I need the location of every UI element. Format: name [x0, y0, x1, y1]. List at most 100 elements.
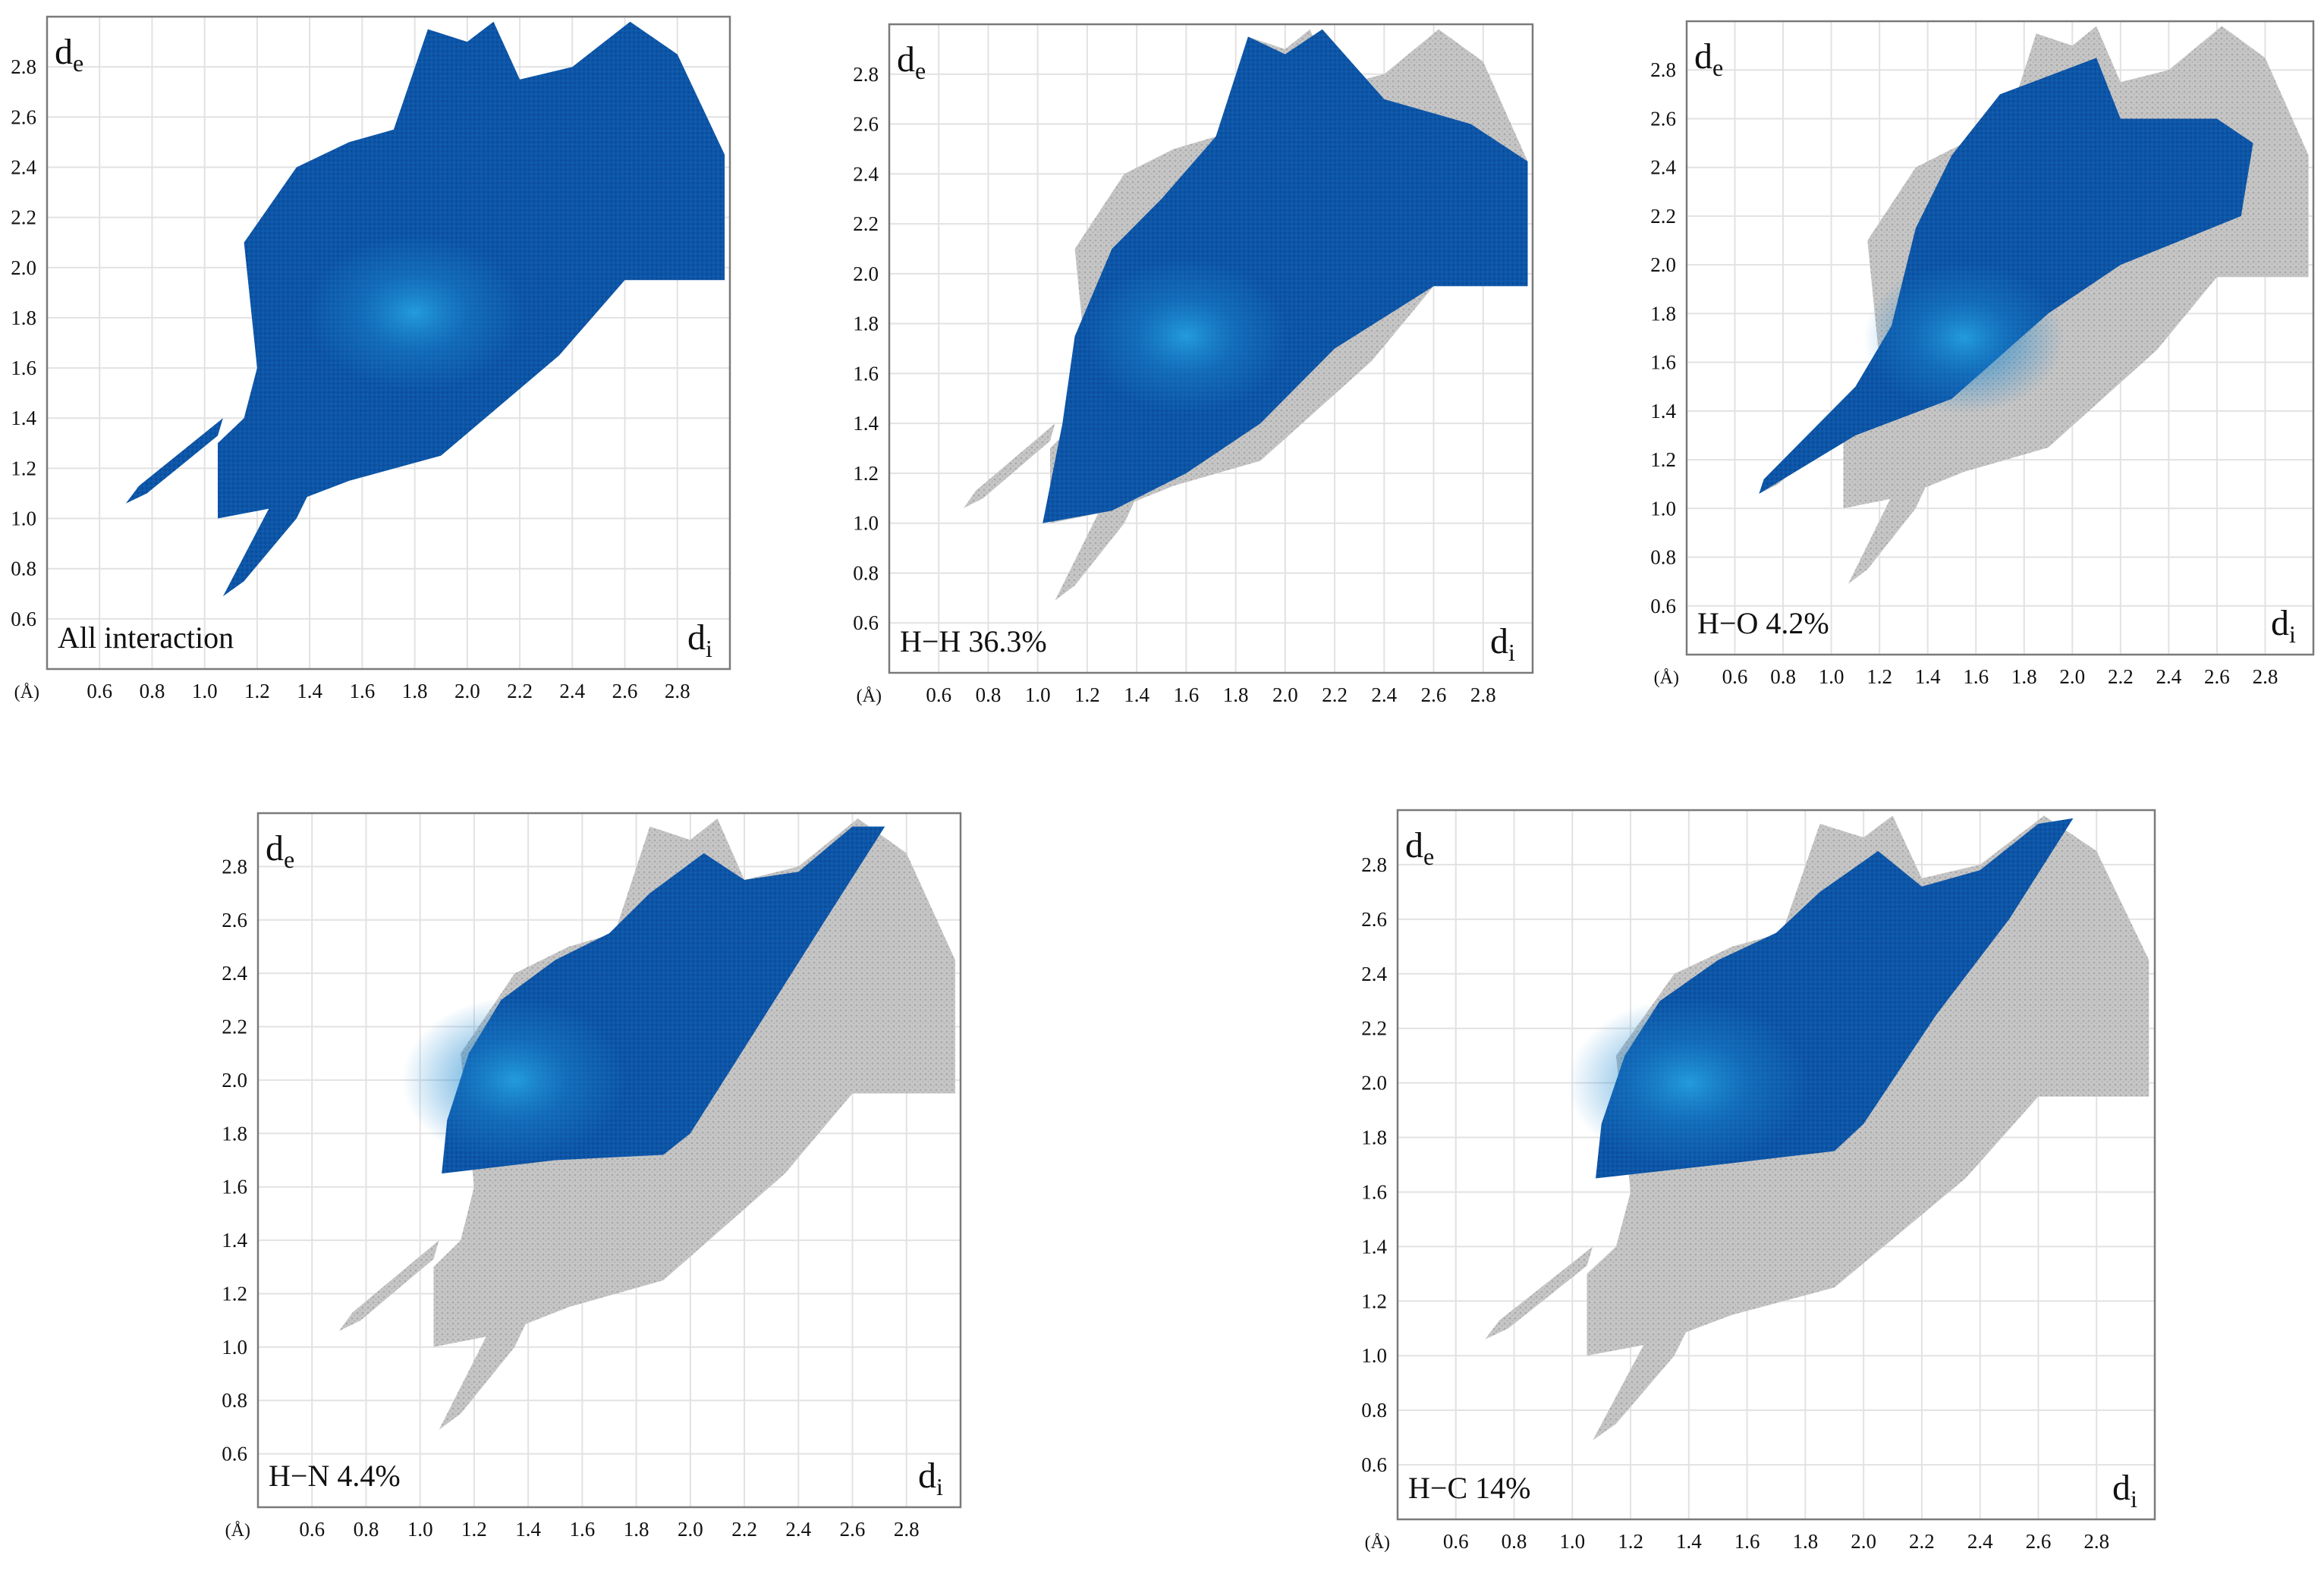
x-axis-title: di — [1490, 621, 1515, 666]
panel-label: H−C 14% — [1408, 1471, 1530, 1505]
x-tick-label: 2.6 — [612, 680, 638, 702]
x-tick-label: 0.6 — [926, 683, 951, 706]
x-tick-label: 2.4 — [1371, 683, 1397, 706]
x-tick-label: 1.2 — [1866, 665, 1892, 688]
y-tick-label: 1.8 — [11, 306, 36, 329]
y-tick-label: 0.8 — [222, 1389, 247, 1412]
y-tick-label: 2.8 — [1650, 58, 1676, 81]
y-tick-label: 1.4 — [1361, 1235, 1387, 1258]
y-tick-label: 2.4 — [1361, 963, 1387, 985]
x-tick-label: 2.0 — [1851, 1530, 1876, 1553]
y-tick-label: 1.2 — [853, 462, 879, 485]
x-tick-label: 2.2 — [1322, 683, 1348, 706]
y-tick-label: 1.6 — [222, 1176, 247, 1198]
panel-label: All interaction — [58, 620, 234, 655]
y-tick-label: 2.0 — [853, 262, 879, 285]
y-axis-title: de — [1694, 36, 1723, 81]
x-tick-label: 0.8 — [354, 1518, 379, 1541]
x-tick-label: 2.0 — [678, 1518, 703, 1541]
x-tick-label: 1.2 — [1074, 683, 1100, 706]
y-tick-label: 1.8 — [222, 1122, 247, 1145]
y-tick-label: 1.4 — [1650, 400, 1676, 423]
y-axis-title: de — [266, 828, 294, 873]
y-tick-label: 0.8 — [853, 561, 879, 584]
x-tick-label: 2.6 — [1421, 683, 1447, 706]
unit-label: (Å) — [14, 683, 39, 702]
density-peak — [1863, 262, 2065, 414]
y-tick-label: 1.0 — [222, 1336, 247, 1359]
x-tick-label: 1.0 — [1819, 665, 1844, 688]
x-tick-label: 2.0 — [1272, 683, 1298, 706]
y-tick-label: 2.4 — [222, 962, 247, 985]
unit-label: (Å) — [225, 1521, 250, 1541]
x-tick-label: 0.8 — [1502, 1530, 1527, 1553]
y-tick-label: 2.6 — [1361, 908, 1387, 931]
density-peak — [305, 234, 524, 391]
y-tick-label: 0.6 — [11, 608, 36, 630]
x-tick-label: 2.2 — [507, 680, 533, 702]
y-tick-label: 2.2 — [853, 212, 879, 235]
y-tick-label: 2.2 — [1650, 205, 1676, 228]
y-tick-label: 1.8 — [853, 313, 879, 335]
x-tick-label: 2.8 — [1470, 683, 1496, 706]
y-tick-label: 1.6 — [11, 357, 36, 379]
y-tick-label: 2.2 — [222, 1016, 247, 1038]
x-tick-label: 2.6 — [2204, 665, 2230, 688]
y-tick-label: 2.0 — [222, 1069, 247, 1092]
y-tick-label: 1.2 — [1650, 448, 1676, 471]
x-tick-label: 2.6 — [840, 1518, 866, 1541]
x-tick-label: 1.4 — [515, 1518, 541, 1541]
x-tick-label: 1.0 — [407, 1518, 433, 1541]
x-tick-label: 1.0 — [1559, 1530, 1585, 1553]
y-tick-label: 2.4 — [11, 156, 36, 178]
x-tick-label: 2.4 — [559, 680, 585, 702]
x-tick-label: 0.6 — [86, 680, 112, 702]
y-tick-label: 1.8 — [1650, 302, 1676, 325]
highlight-spike — [222, 480, 316, 597]
y-tick-label: 2.0 — [1361, 1072, 1387, 1095]
x-tick-label: 1.0 — [1025, 683, 1051, 706]
y-tick-label: 2.6 — [11, 105, 36, 128]
density-peak — [402, 997, 627, 1164]
x-tick-label: 0.6 — [1722, 665, 1748, 688]
x-tick-label: 2.0 — [2059, 665, 2085, 688]
plot-frame — [1685, 20, 2315, 656]
full-fingerprint-spike — [1593, 1315, 1695, 1440]
plot-frame — [256, 812, 962, 1509]
y-axis-title: de — [55, 32, 83, 77]
x-tick-label: 2.2 — [2108, 665, 2134, 688]
x-tick-label: 1.8 — [1793, 1530, 1819, 1553]
unit-label: (Å) — [1654, 668, 1679, 688]
y-tick-label: 0.8 — [1650, 546, 1676, 569]
full-fingerprint-spike — [963, 423, 1055, 508]
x-axis-title: di — [687, 617, 712, 662]
highlight-spike — [125, 418, 223, 504]
y-tick-label: 1.0 — [853, 512, 879, 535]
y-tick-label: 0.6 — [1650, 595, 1676, 617]
x-tick-label: 2.8 — [665, 680, 690, 702]
y-tick-label: 1.6 — [1650, 351, 1676, 374]
panel-all: 0.6 0.8 1.0 1.2 1.4 1.6 1.8 2.0 2.2 2.4 2.6 2.8 0.6 0… — [11, 15, 731, 702]
x-axis-title: di — [918, 1456, 943, 1500]
full-fingerprint-spike — [439, 1307, 534, 1430]
full-fingerprint-spike — [1848, 472, 1932, 584]
x-tick-label: 0.8 — [1770, 665, 1796, 688]
y-tick-label: 1.0 — [11, 507, 36, 530]
unit-label: (Å) — [857, 686, 882, 706]
plot-frame — [888, 23, 1534, 674]
full-fingerprint-spike — [338, 1240, 439, 1331]
y-tick-label: 1.6 — [853, 362, 879, 385]
panel-hh: 0.6 0.8 1.0 1.2 1.4 1.6 1.8 2.0 2.2 2.4 2.6 2.8 0.6 0… — [853, 23, 1534, 706]
full-fingerprint-spike — [1055, 485, 1142, 601]
x-tick-label: 0.6 — [299, 1518, 325, 1541]
y-axis-title: de — [897, 39, 926, 84]
x-tick-label: 1.8 — [2011, 665, 2037, 688]
y-tick-label: 0.8 — [11, 558, 36, 580]
x-tick-label: 0.6 — [1443, 1530, 1469, 1553]
y-tick-label: 1.0 — [1361, 1344, 1387, 1367]
y-tick-label: 1.0 — [1650, 497, 1676, 520]
x-axis-title: di — [2112, 1468, 2137, 1513]
panel-hc: 0.6 0.8 1.0 1.2 1.4 1.6 1.8 2.0 2.2 2.4 2.6 2.8 0.6 0… — [1361, 809, 2156, 1553]
x-tick-label: 2.6 — [2026, 1530, 2052, 1553]
